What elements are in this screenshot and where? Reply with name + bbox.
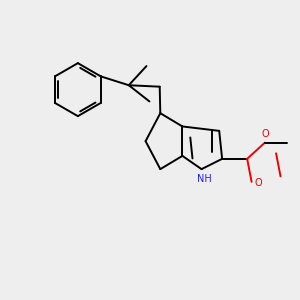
Text: O: O (262, 129, 269, 140)
Text: NH: NH (196, 174, 211, 184)
Text: O: O (254, 178, 262, 188)
